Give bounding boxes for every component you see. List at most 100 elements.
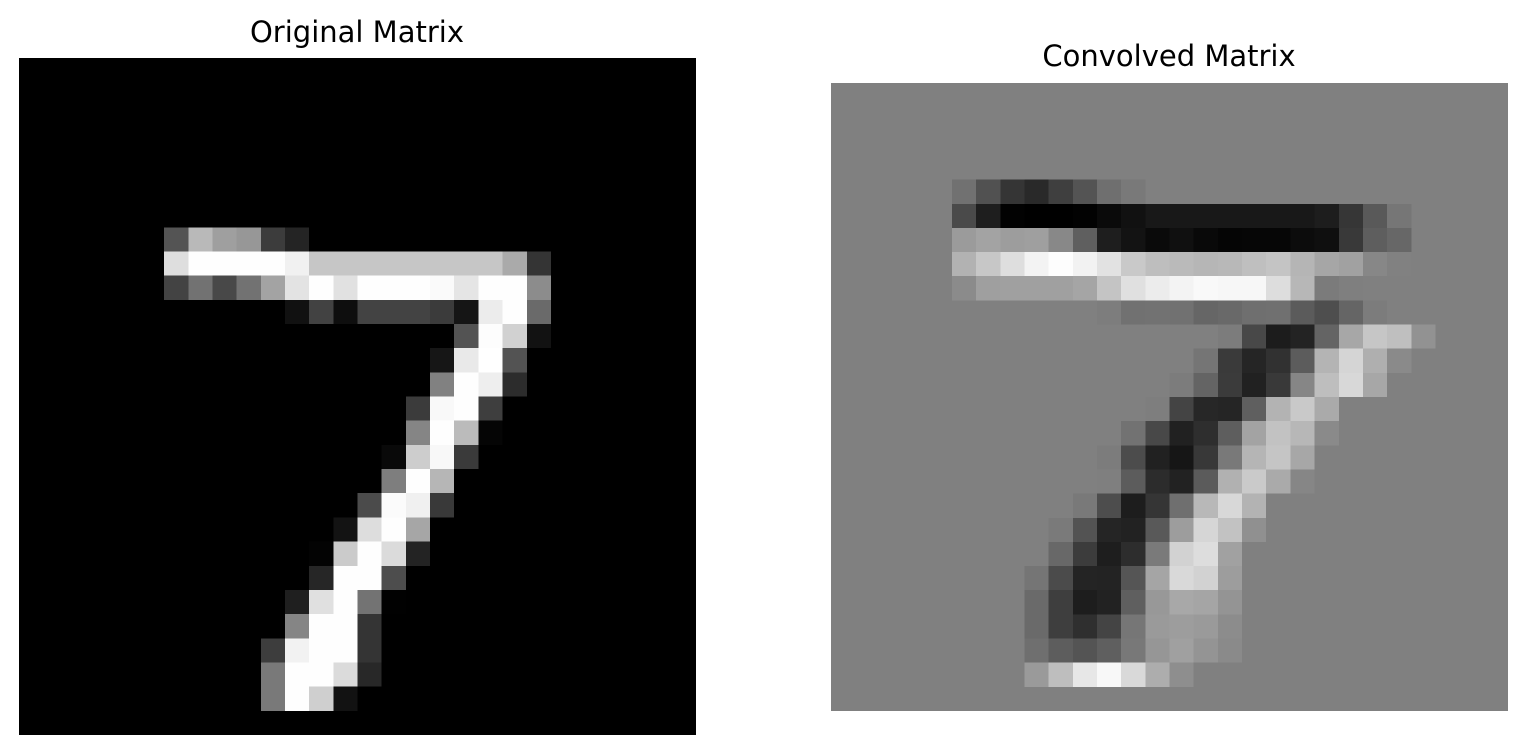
heatmap-cell	[1121, 541, 1146, 567]
heatmap-cell	[1290, 638, 1316, 664]
heatmap-cell	[879, 107, 905, 132]
heatmap-cell	[212, 58, 238, 83]
heatmap-cell	[1217, 397, 1243, 422]
heatmap-cell	[1048, 614, 1074, 640]
heatmap-cell	[1483, 83, 1508, 108]
heatmap-cell	[1435, 252, 1461, 277]
heatmap-cell	[599, 638, 624, 663]
heatmap-cell	[212, 662, 238, 688]
heatmap-cell	[91, 251, 117, 277]
heatmap-cell	[164, 275, 189, 301]
heatmap-cell	[1387, 300, 1412, 326]
heatmap-cell	[1483, 662, 1508, 688]
heatmap-cell	[115, 686, 141, 712]
heatmap-cell	[1072, 227, 1098, 253]
heatmap-cell	[1000, 686, 1025, 711]
heatmap-cell	[19, 348, 44, 373]
heatmap-cell	[1024, 324, 1050, 350]
heatmap-cell	[623, 299, 649, 325]
heatmap-cell	[1387, 469, 1412, 495]
heatmap-cell	[502, 178, 528, 204]
heatmap-cell	[1193, 445, 1219, 470]
heatmap-cell	[1169, 397, 1195, 422]
heatmap-cell	[430, 106, 455, 132]
heatmap-cell	[1121, 155, 1146, 181]
heatmap-cell	[260, 565, 286, 591]
heatmap-cell	[115, 396, 141, 422]
heatmap-cell	[1266, 686, 1291, 711]
heatmap-cell	[405, 589, 431, 615]
heatmap-cell	[831, 276, 856, 301]
heatmap-cell	[212, 275, 238, 301]
heatmap-cell	[454, 82, 479, 107]
heatmap-cell	[927, 517, 953, 543]
heatmap-cell	[1266, 348, 1291, 374]
heatmap-cell	[309, 686, 334, 712]
heatmap-cell	[1121, 107, 1146, 132]
heatmap-cell	[260, 299, 286, 325]
heatmap-cell	[405, 565, 431, 591]
heatmap-cell	[309, 203, 334, 228]
heatmap-cell	[855, 421, 880, 446]
heatmap-cell	[1169, 107, 1195, 132]
heatmap-cell	[599, 396, 624, 422]
heatmap-cell	[309, 323, 334, 349]
heatmap-cell	[454, 710, 479, 735]
heatmap-cell	[115, 565, 141, 591]
heatmap-cell	[855, 566, 880, 591]
heatmap-cell	[671, 203, 696, 228]
heatmap-cell	[19, 323, 44, 349]
heatmap-cell	[236, 710, 262, 735]
heatmap-cell	[1314, 445, 1340, 470]
heatmap-cell	[927, 541, 953, 567]
heatmap-cell	[671, 130, 696, 156]
heatmap-cell	[139, 178, 165, 204]
heatmap-cell	[1362, 300, 1388, 326]
heatmap-cell	[1459, 445, 1485, 470]
heatmap-cell	[927, 203, 953, 229]
heatmap-cell	[1362, 566, 1388, 591]
heatmap-cell	[502, 541, 528, 567]
heatmap-cell	[1459, 590, 1485, 615]
heatmap-cell	[260, 541, 286, 567]
heatmap-cell	[623, 348, 649, 373]
heatmap-cell	[1145, 445, 1170, 470]
heatmap-cell	[1266, 131, 1291, 156]
heatmap-cell	[903, 203, 929, 229]
heatmap-cell	[1483, 590, 1508, 615]
heatmap-cell	[903, 179, 929, 205]
heatmap-cell	[1314, 686, 1340, 711]
heatmap-cell	[91, 469, 117, 494]
heatmap-cell	[1290, 445, 1316, 470]
heatmap-cell	[454, 130, 479, 156]
heatmap-cell	[927, 469, 953, 495]
heatmap-cell	[550, 275, 576, 301]
heatmap-cell	[43, 589, 68, 615]
heatmap-cell	[212, 469, 238, 494]
heatmap-cell	[855, 83, 880, 108]
heatmap-cell	[188, 106, 213, 132]
heatmap-cell	[526, 444, 552, 470]
heatmap-cell	[236, 251, 262, 277]
heatmap-cell	[1411, 300, 1436, 326]
heatmap-cell	[1290, 203, 1316, 229]
heatmap-cell	[1387, 421, 1412, 446]
heatmap-cell	[333, 444, 358, 470]
heatmap-cell	[831, 566, 856, 591]
heatmap-cell	[1096, 421, 1122, 446]
heatmap-cell	[91, 203, 117, 228]
heatmap-cell	[599, 614, 624, 639]
heatmap-cell	[1169, 686, 1195, 711]
heatmap-cell	[1217, 541, 1243, 567]
heatmap-cell	[67, 517, 93, 543]
heatmap-cell	[139, 58, 165, 83]
heatmap-cell	[260, 106, 286, 132]
heatmap-cell	[19, 178, 44, 204]
heatmap-cell	[1435, 614, 1461, 640]
heatmap-cell	[1024, 566, 1050, 591]
heatmap-cell	[91, 710, 117, 735]
heatmap-cell	[1145, 493, 1170, 519]
heatmap-cell	[1314, 541, 1340, 567]
heatmap-cell	[502, 154, 528, 180]
heatmap-cell	[575, 638, 600, 663]
